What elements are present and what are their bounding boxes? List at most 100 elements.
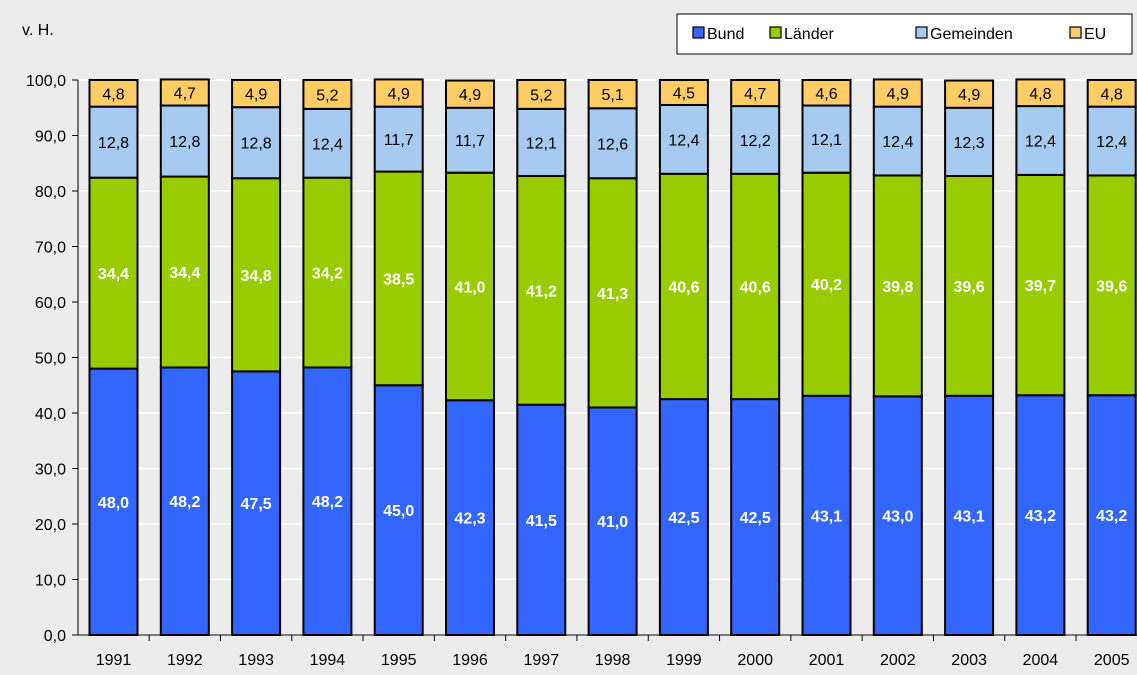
bar-segment-eu <box>373 78 424 108</box>
data-label: 41,3 <box>597 286 628 303</box>
bar-segment-gemeinden <box>159 104 210 178</box>
y-tick-label: 80,0 <box>35 184 66 201</box>
data-label: 34,4 <box>98 266 129 283</box>
legend-label-länder: Länder <box>784 26 834 43</box>
data-label: 12,8 <box>98 135 129 152</box>
data-label: 12,8 <box>241 136 272 153</box>
bar-segment-bund <box>658 398 709 636</box>
bar-segment-eu <box>730 79 781 108</box>
x-tick-label: 2004 <box>1023 652 1059 669</box>
x-tick-label: 2005 <box>1094 652 1130 669</box>
legend-swatch-länder <box>769 26 782 39</box>
y-tick-label: 30,0 <box>35 462 66 479</box>
bar-segment-eu <box>231 79 282 109</box>
y-tick-label: 90,0 <box>35 129 66 146</box>
data-label: 43,2 <box>1025 508 1056 525</box>
x-tick-label: 1997 <box>524 652 560 669</box>
y-tick-label: 60,0 <box>35 295 66 312</box>
data-label: 12,1 <box>526 135 557 152</box>
bar-segment-gemeinden <box>302 107 353 179</box>
data-label: 4,7 <box>174 85 196 102</box>
bar-segment-länder <box>231 177 282 373</box>
x-tick-label: 1994 <box>310 652 346 669</box>
bar-segment-länder <box>658 172 709 401</box>
data-label: 43,0 <box>882 509 913 526</box>
y-tick-label: 50,0 <box>35 351 66 368</box>
data-label: 12,4 <box>1025 133 1056 150</box>
data-label: 40,6 <box>740 279 771 296</box>
data-label: 34,4 <box>169 265 200 282</box>
data-label: 41,2 <box>526 283 557 300</box>
bar-segment-gemeinden <box>516 107 567 178</box>
data-label: 4,9 <box>245 87 267 104</box>
bar-segment-gemeinden <box>587 107 638 180</box>
data-label: 39,6 <box>1096 278 1127 295</box>
data-label: 4,8 <box>1101 86 1123 103</box>
data-label: 4,9 <box>887 86 909 103</box>
bar-segment-eu <box>445 79 495 109</box>
x-tick-label: 1992 <box>167 652 203 669</box>
x-tick-label: 1999 <box>666 652 702 669</box>
x-tick-label: 2003 <box>951 652 987 669</box>
y-tick-label: 10,0 <box>35 573 66 590</box>
legend-box <box>676 13 1133 55</box>
bar-segment-gemeinden <box>1015 105 1066 176</box>
data-label: 12,4 <box>882 134 913 151</box>
data-label: 48,0 <box>98 495 129 512</box>
bar-segment-bund <box>872 395 923 636</box>
data-label: 34,8 <box>241 268 272 285</box>
bar-segment-eu <box>1086 79 1137 108</box>
bar-segment-eu <box>587 79 638 110</box>
bar-segment-länder <box>730 172 781 401</box>
legend-label-eu: EU <box>1084 26 1106 43</box>
bar-segment-eu <box>159 78 210 107</box>
y-axis-label: v. H. <box>22 22 54 39</box>
data-label: 39,8 <box>882 279 913 296</box>
bar-segment-länder <box>445 171 495 402</box>
data-label: 4,8 <box>1029 86 1051 103</box>
bar-segment-eu <box>801 79 852 107</box>
bar-segment-bund <box>1086 394 1137 636</box>
data-label: 48,2 <box>312 494 343 511</box>
data-label: 4,9 <box>958 87 980 104</box>
y-tick-label: 20,0 <box>35 517 66 534</box>
bar-segment-eu <box>658 79 709 106</box>
bar-segment-länder <box>587 177 638 409</box>
data-label: 39,6 <box>954 279 985 296</box>
bar-segment-länder <box>88 176 139 370</box>
bar-segment-eu <box>516 79 567 110</box>
bar-segment-gemeinden <box>231 106 282 180</box>
data-label: 11,7 <box>455 133 485 150</box>
bar-segment-bund <box>373 384 424 636</box>
y-tick-label: 0,0 <box>44 628 66 645</box>
data-label: 40,6 <box>668 279 699 296</box>
data-label: 43,1 <box>954 508 985 525</box>
data-label: 42,5 <box>740 510 771 527</box>
data-label: 34,2 <box>312 266 343 283</box>
data-label: 5,1 <box>601 87 623 104</box>
x-tick-label: 1995 <box>381 652 417 669</box>
data-label: 12,4 <box>312 136 343 153</box>
bar-segment-gemeinden <box>445 106 495 174</box>
legend-label-bund: Bund <box>707 26 744 43</box>
x-tick-label: 1996 <box>452 652 488 669</box>
y-tick-label: 70,0 <box>35 240 66 257</box>
bar-segment-bund <box>587 406 638 637</box>
bar-segment-länder <box>302 176 353 369</box>
bar-segment-länder <box>373 170 424 387</box>
bar-segment-länder <box>872 174 923 398</box>
data-label: 41,0 <box>597 514 628 531</box>
data-label: 42,3 <box>454 511 485 528</box>
data-label: 41,0 <box>454 279 485 296</box>
bar-segment-eu <box>88 79 139 108</box>
data-label: 12,6 <box>597 136 628 153</box>
bar-segment-eu <box>302 79 353 110</box>
data-label: 12,4 <box>1096 134 1127 151</box>
bar-segment-bund <box>801 394 852 637</box>
data-label: 4,5 <box>673 85 695 102</box>
x-tick-label: 1998 <box>595 652 631 669</box>
bar-segment-bund <box>1015 394 1066 636</box>
data-label: 4,8 <box>102 86 124 103</box>
data-label: 39,7 <box>1025 278 1056 295</box>
